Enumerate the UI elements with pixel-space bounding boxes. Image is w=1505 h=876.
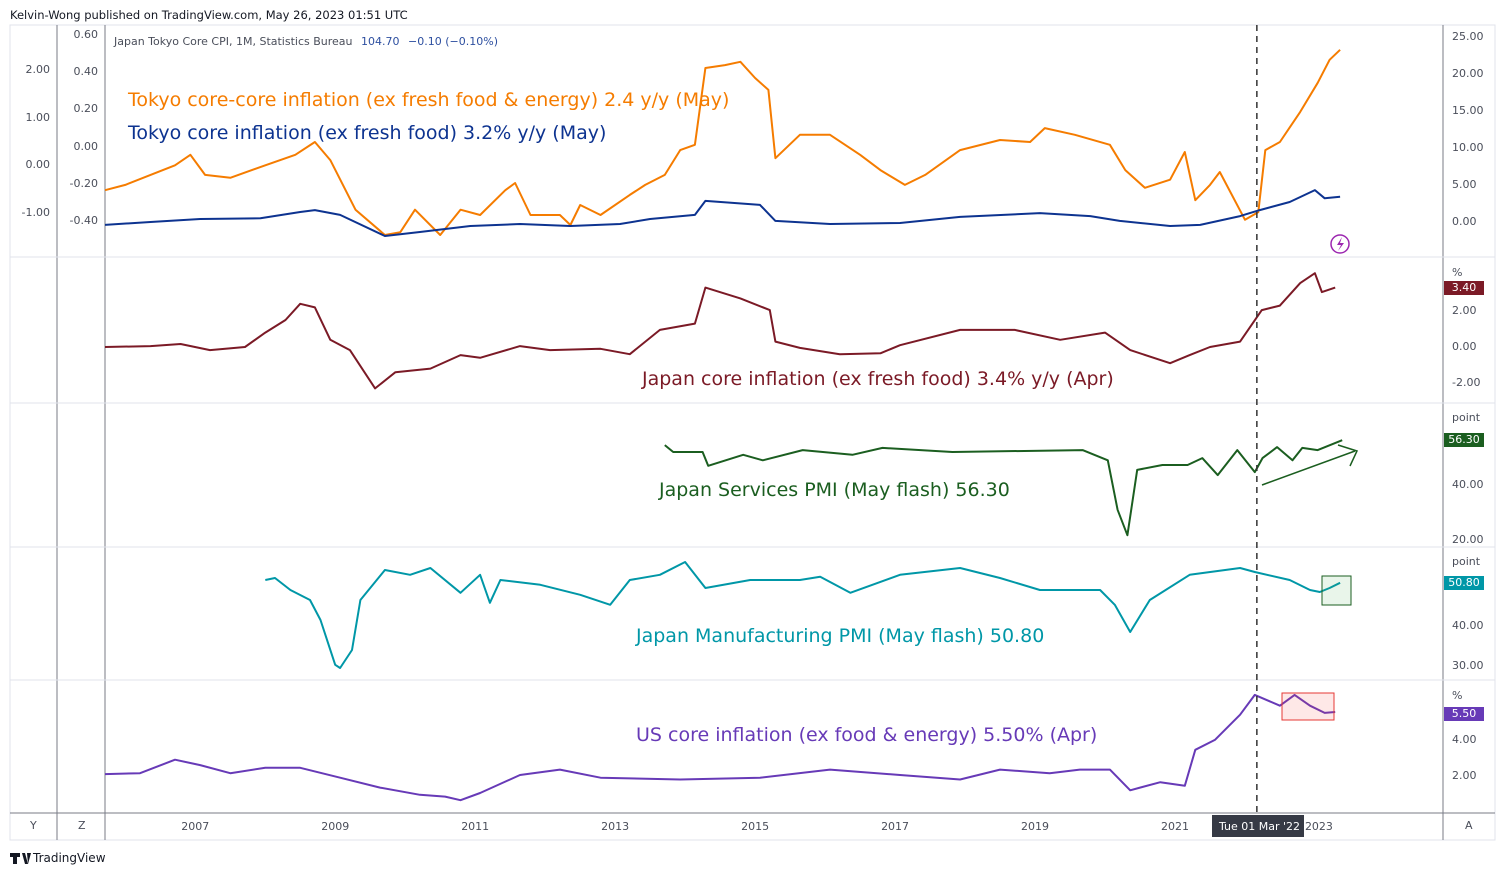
unit-label: %: [1452, 689, 1463, 702]
left-inner-tick-label: 0.20: [73, 102, 99, 116]
left-inner-tick-label: 0.40: [73, 65, 99, 79]
right-tick-label: 4.00: [1452, 732, 1477, 746]
x-tick-label: 2015: [741, 820, 770, 833]
right-tick-label: 20.00: [1452, 533, 1484, 547]
right-tick-label: 25.00: [1452, 29, 1484, 43]
right-tick-label: 10.00: [1452, 140, 1484, 154]
left-outer-tick-label: -1.00: [21, 206, 50, 220]
last-value-badge: 50.80: [1444, 576, 1484, 590]
legend-value: 104.70: [361, 35, 400, 48]
publisher-line: Kelvin-Wong published on TradingView.com…: [10, 8, 408, 22]
right-tick-label: -2.00: [1452, 376, 1481, 390]
series-line-4-0: [104, 693, 1336, 802]
right-tick-label: 0.00: [1452, 340, 1477, 353]
highlight-box-red: [1281, 692, 1335, 721]
auto-scale-button[interactable]: A: [1465, 819, 1473, 832]
right-tick-label: 15.00: [1452, 103, 1484, 117]
last-value-badge: 56.30: [1444, 433, 1484, 447]
highlight-box-green: [1321, 575, 1352, 606]
series-label-manufacturing-pmi: Japan Manufacturing PMI (May flash) 50.8…: [636, 625, 1045, 647]
right-tick-label: 40.00: [1452, 478, 1484, 492]
series-label-us-core: US core inflation (ex food & energy) 5.5…: [636, 724, 1098, 746]
x-tick-label: 2017: [881, 820, 910, 833]
right-tick-label: 40.00: [1452, 619, 1484, 632]
trend-arrow: [1261, 450, 1356, 486]
left-inner-tick-label: 0.00: [73, 139, 99, 153]
chart-frame: [9, 24, 1496, 841]
series-line-0-1: [104, 189, 1341, 237]
x-tick-label: 2021: [1160, 820, 1189, 833]
x-tick-label: 2011: [461, 820, 490, 833]
lightning-glyph: [1337, 237, 1344, 251]
left-inner-tick-label: -0.40: [69, 214, 98, 227]
left-outer-tick-label: 2.00: [25, 62, 51, 76]
left-inner-tick-label: 0.60: [73, 28, 99, 41]
series-line-1-0: [104, 272, 1336, 390]
arrow-head: [1337, 444, 1359, 467]
left-inner-tick-label: -0.20: [69, 176, 98, 190]
unit-label: %: [1452, 266, 1463, 279]
unit-label: point: [1452, 555, 1481, 568]
legend-symbol: Japan Tokyo Core CPI, 1M, Statistics Bur…: [114, 35, 353, 48]
right-tick-label: 0.00: [1452, 214, 1477, 228]
last-value-badge: 3.40: [1444, 281, 1484, 295]
unit-label: point: [1452, 411, 1481, 424]
left-outer-tick-label: 1.00: [25, 110, 51, 124]
crosshair-date-box: [1212, 815, 1304, 837]
x-tick-label: 2007: [181, 820, 210, 833]
footer-brand: TradingView: [33, 851, 106, 865]
series-line-3-0: [265, 561, 1341, 669]
series-line-0-0: [104, 49, 1341, 236]
left-outer-tick-label: 0.00: [25, 158, 51, 172]
last-value-badge: 5.50: [1444, 707, 1484, 721]
series-label-tokyo-core: Tokyo core inflation (ex fresh food) 3.2…: [128, 122, 607, 144]
right-tick-label: 2.00: [1452, 304, 1477, 317]
right-tick-label: 2.00: [1452, 768, 1477, 782]
x-tick-label: 2019: [1021, 820, 1050, 833]
scale-button-z[interactable]: Z: [78, 819, 86, 832]
right-tick-label: 20.00: [1452, 66, 1484, 80]
scale-button-y[interactable]: Y: [30, 819, 37, 832]
series-label-services-pmi: Japan Services PMI (May flash) 56.30: [659, 479, 1010, 501]
legend-row: Japan Tokyo Core CPI, 1M, Statistics Bur…: [114, 35, 498, 48]
right-tick-label: 30.00: [1452, 659, 1484, 672]
right-tick-label: 5.00: [1452, 177, 1477, 191]
x-tick-label: 2023: [1304, 820, 1333, 833]
legend-change: −0.10 (−0.10%): [408, 35, 498, 48]
x-tick-label: 2013: [601, 820, 630, 833]
x-tick-label: 2009: [321, 820, 350, 833]
series-label-japan-core: Japan core inflation (ex fresh food) 3.4…: [642, 368, 1114, 390]
series-label-tokyo-core-core: Tokyo core-core inflation (ex fresh food…: [128, 89, 730, 111]
series-line-2-0: [664, 439, 1343, 537]
tradingview-logo-icon: [10, 853, 31, 864]
crosshair-date-label: Tue 01 Mar '22: [1219, 820, 1301, 833]
